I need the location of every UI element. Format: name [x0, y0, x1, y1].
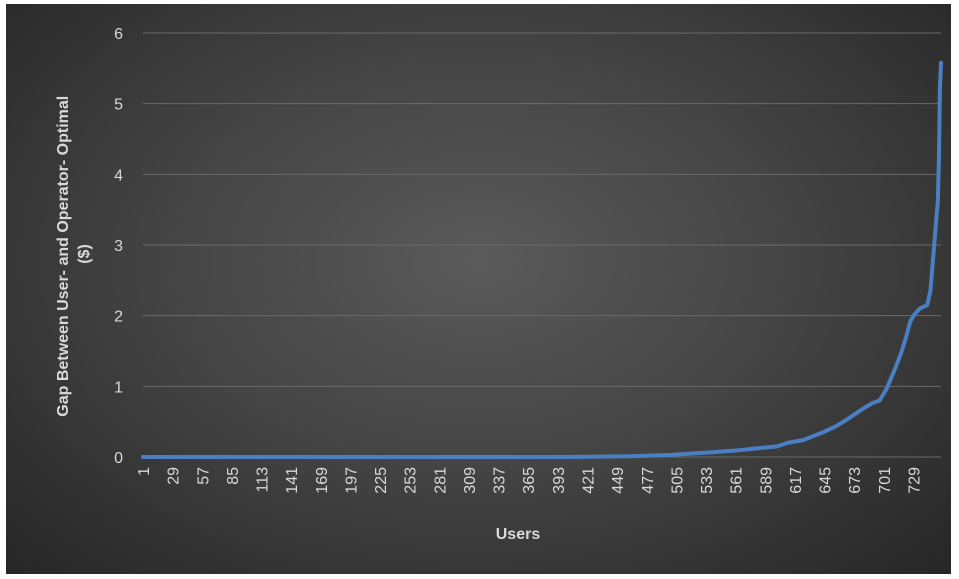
x-tick-label: 673 — [847, 467, 864, 494]
x-tick-label: 253 — [403, 467, 420, 494]
y-tick-label: 6 — [114, 26, 123, 43]
x-tick-label: 617 — [788, 467, 805, 494]
x-tick-label: 337 — [492, 467, 509, 494]
x-tick-label: 533 — [699, 467, 716, 494]
x-tick-label: 729 — [906, 467, 923, 494]
y-axis-title-line-2: ($) — [76, 244, 93, 264]
x-tick-label: 505 — [669, 467, 686, 494]
x-tick-label: 309 — [462, 467, 479, 494]
x-tick-label: 449 — [610, 467, 627, 494]
series-line-0 — [141, 60, 943, 459]
x-tick-label: 393 — [551, 467, 568, 494]
y-tick-label: 1 — [114, 379, 123, 396]
x-tick-label: 477 — [640, 467, 657, 494]
x-tick-label: 1 — [136, 467, 153, 476]
y-tick-labels: 0 1 2 3 4 5 6 — [114, 26, 123, 467]
series-layer — [141, 60, 943, 459]
x-tick-label: 57 — [195, 467, 212, 485]
x-tick-label: 701 — [877, 467, 894, 494]
gridlines — [143, 32, 941, 458]
x-axis-title: Users — [496, 526, 541, 543]
chart-area: 0 1 2 3 4 5 6 1 29 57 85 113 141 169 197 225 253 281 309 3… — [6, 4, 951, 574]
x-tick-label: 421 — [581, 467, 598, 494]
x-tick-label: 645 — [818, 467, 835, 494]
y-tick-label: 0 — [114, 450, 123, 467]
x-tick-label: 365 — [521, 467, 538, 494]
x-tick-label: 197 — [343, 467, 360, 494]
x-tick-label: 281 — [432, 467, 449, 494]
y-axis-title-line-1: Gap Between User- and Operator- Optimal — [55, 96, 72, 417]
x-tick-label: 169 — [314, 467, 331, 494]
x-tick-label: 141 — [284, 467, 301, 494]
x-tick-labels: 1 29 57 85 113 141 169 197 225 253 281 309 337 365 393… — [136, 467, 923, 494]
x-tick-label: 225 — [373, 467, 390, 494]
y-tick-label: 4 — [114, 167, 123, 184]
y-axis-title: Gap Between User- and Operator- Optimal … — [55, 91, 93, 416]
y-tick-label: 5 — [114, 97, 123, 114]
y-tick-label: 3 — [114, 238, 123, 255]
x-tick-label: 29 — [166, 467, 183, 485]
x-tick-label: 561 — [729, 467, 746, 494]
line-chart: 0 1 2 3 4 5 6 1 29 57 85 113 141 169 197 225 253 281 309 3… — [55, 26, 943, 543]
x-tick-label: 113 — [255, 467, 272, 493]
y-tick-label: 2 — [114, 309, 123, 326]
x-tick-label: 589 — [758, 467, 775, 494]
x-tick-label: 85 — [225, 467, 242, 485]
